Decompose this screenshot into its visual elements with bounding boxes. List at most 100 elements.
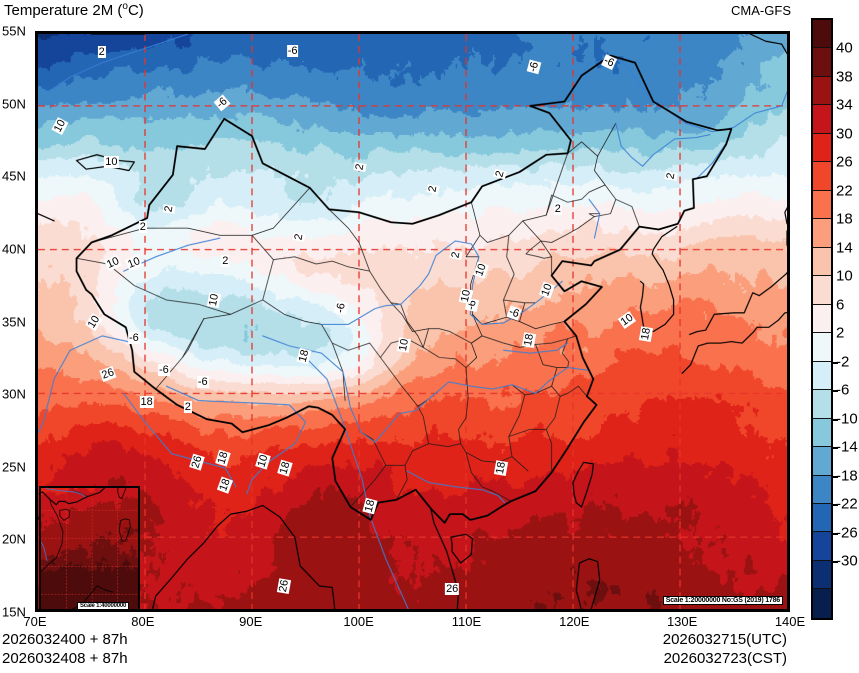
colorbar-swatch (813, 219, 831, 248)
contour-label: 2 (138, 220, 147, 233)
temperature-field-canvas (38, 34, 787, 609)
colorbar-tick (833, 532, 838, 535)
colorbar-swatch (813, 20, 831, 49)
valid-times: 2026032715(UTC) 2026032723(CST) (663, 630, 787, 668)
colorbar-swatch (813, 48, 831, 77)
colorbar-swatch (813, 133, 831, 163)
init-time-cst: 2026032408 + 87h (2, 650, 128, 667)
contour-label: -6 (286, 45, 299, 58)
lat-tick-45n: 45N (2, 168, 26, 184)
colorbar-label: 6 (836, 296, 845, 314)
colorbar-swatch (813, 418, 831, 448)
lon-tick-90e: 90E (239, 614, 263, 629)
colorbar-label: -18 (836, 467, 858, 485)
colorbar-tick (833, 361, 838, 364)
inset-temperature-canvas (41, 488, 138, 609)
colorbar-label: -6 (836, 381, 850, 399)
colorbar-label: 18 (836, 210, 853, 228)
colorbar-swatch (813, 447, 831, 476)
colorbar-swatch (813, 247, 831, 277)
lon-tick-80e: 80E (131, 614, 155, 629)
colorbar-tick (833, 561, 838, 564)
colorbar-swatch (813, 333, 831, 362)
init-time-utc: 2026032400 + 87h (2, 631, 128, 648)
colorbar-label: -14 (836, 438, 858, 456)
colorbar-swatch (813, 589, 831, 618)
contour-label: -6 (157, 364, 170, 377)
colorbar-swatch (813, 532, 831, 561)
colorbar-swatch (813, 76, 831, 106)
colorbar-label: 26 (836, 153, 853, 171)
lat-tick-50n: 50N (2, 96, 26, 112)
colorbar-label: 38 (836, 68, 853, 86)
contour-label: -6 (127, 331, 140, 344)
colorbar-label: -26 (836, 524, 858, 542)
colorbar-swatch (813, 390, 831, 419)
lon-tick-120e: 120E (559, 614, 590, 629)
contour-label: 2 (221, 255, 230, 268)
colorbar-label: 40 (836, 39, 853, 57)
contour-label: -6 (196, 375, 209, 388)
lat-tick-40n: 40N (2, 241, 26, 257)
colorbar-label: 10 (836, 267, 853, 285)
south-china-sea-inset-map: Scale 1:40000000 (39, 486, 140, 609)
lat-tick-20n: 20N (2, 531, 26, 547)
lat-tick-35n: 35N (2, 314, 26, 329)
lat-tick-55n: 55N (2, 23, 26, 39)
colorbar-swatch (813, 190, 831, 220)
colorbar-label: 14 (836, 239, 853, 257)
colorbar-swatch (813, 276, 831, 305)
contour-label: 10 (104, 155, 119, 168)
contour-label: 10 (206, 292, 222, 309)
colorbar-label: 34 (836, 96, 853, 114)
lat-tick-30n: 30N (2, 386, 26, 402)
lon-tick-110e: 110E (451, 614, 482, 629)
weather-map[interactable]: 2 -6 -6 -6 -6 10 10 2 2 2 2 2 2 2 2 10 2 10 2 10 -6 -6 -6 -6 10-… (35, 31, 790, 612)
contour-label: 2 (97, 46, 106, 59)
contour-label: 18 (493, 460, 509, 477)
colorbar-label: 2 (836, 324, 845, 342)
colorbar-label: -22 (836, 495, 858, 513)
colorbar-label: -10 (836, 410, 858, 428)
colorbar-tick (833, 504, 838, 507)
colorbar-label: -30 (836, 552, 858, 570)
model-name: CMA-GFS (731, 3, 791, 18)
inset-scale-label: Scale 1:40000000 (77, 602, 130, 609)
colorbar-label: 30 (836, 125, 853, 143)
page-title-suffix: C) (127, 2, 144, 19)
lon-tick-130e: 130E (666, 614, 698, 629)
lat-tick-25n: 25N (2, 459, 26, 475)
lon-tick-100e: 100E (343, 614, 374, 629)
colorbar-tick (833, 447, 838, 450)
lon-tick-70e: 70E (23, 614, 47, 629)
colorbar-swatch (813, 503, 831, 533)
colorbar-tick (833, 418, 838, 421)
initialization-times: 2026032400 + 87h 2026032408 + 87h (2, 630, 128, 668)
degree-symbol: o (122, 1, 128, 12)
contour-label: 26 (276, 577, 291, 595)
map-scale-label: Scale 1:20000000 No:GS (2019) 1786 (662, 596, 783, 605)
contour-label: 2 (553, 203, 562, 216)
colorbar-swatch (813, 361, 831, 391)
colorbar-swatch (813, 162, 831, 191)
contour-label: -6 (333, 300, 348, 315)
lon-tick-140e: 140E (774, 614, 806, 629)
contour-label: 10 (396, 336, 411, 353)
colorbar-swatch (813, 475, 831, 504)
contour-label: 18 (521, 332, 536, 349)
lat-tick-15n: 15N (2, 604, 26, 620)
colorbar-swatch (813, 105, 831, 134)
colorbar-swatch (813, 304, 831, 334)
contour-label: 2 (183, 400, 192, 413)
colorbar-swatch (813, 560, 831, 590)
valid-time-cst: 2026032723(CST) (663, 650, 787, 667)
colorbar-label: -2 (836, 353, 850, 371)
page-title-text: Temperature 2M ( (4, 2, 123, 19)
colorbar-tick (833, 390, 838, 393)
temperature-colorbar[interactable] (811, 18, 833, 620)
valid-time-utc: 2026032715(UTC) (662, 631, 787, 648)
colorbar-tick (833, 475, 838, 478)
colorbar-label: 22 (836, 182, 853, 200)
contour-label: 26 (445, 582, 460, 595)
page-title: Temperature 2M (oC) (4, 1, 144, 19)
